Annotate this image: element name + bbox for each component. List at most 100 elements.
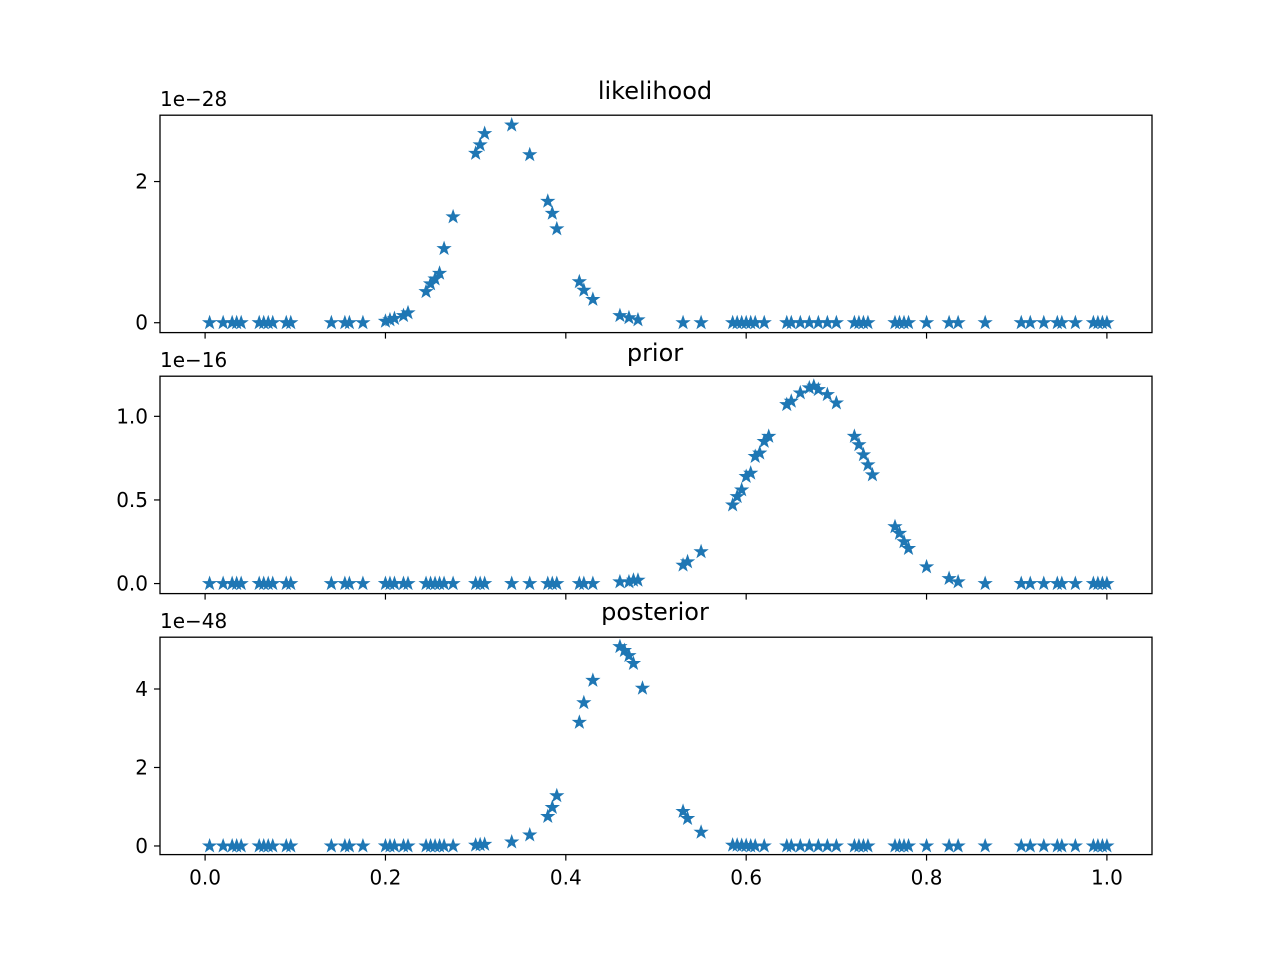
data-point bbox=[622, 310, 636, 324]
y-offset-label: 1e−28 bbox=[160, 87, 227, 111]
data-point bbox=[978, 838, 992, 852]
data-point bbox=[829, 838, 844, 852]
data-point bbox=[757, 315, 771, 329]
data-point bbox=[865, 467, 880, 481]
y-ticks: 02 bbox=[135, 170, 160, 335]
x-tick-label: 0.0 bbox=[189, 866, 221, 890]
x-tick-label: 0.8 bbox=[911, 866, 943, 890]
data-point bbox=[202, 315, 217, 329]
data-point bbox=[757, 838, 771, 852]
y-tick-label: 0.0 bbox=[116, 572, 148, 596]
data-point bbox=[820, 387, 835, 401]
data-point bbox=[505, 576, 519, 590]
data-point bbox=[793, 385, 807, 399]
data-point bbox=[505, 835, 519, 848]
y-offset-label: 1e−48 bbox=[160, 609, 227, 633]
x-tick-label: 0.2 bbox=[370, 866, 402, 890]
data-point bbox=[725, 497, 740, 511]
data-point bbox=[324, 315, 339, 329]
data-point bbox=[446, 209, 460, 223]
data-point bbox=[523, 827, 537, 841]
data-point bbox=[550, 221, 564, 235]
y-tick-label: 0 bbox=[135, 311, 148, 335]
x-ticks: 0.0 0.2 0.4 0.6 0.8 1.0 bbox=[189, 854, 1123, 890]
x-ticks bbox=[204, 332, 1108, 339]
data-point bbox=[676, 315, 690, 329]
data-points bbox=[202, 379, 1114, 590]
y-tick-label: 1.0 bbox=[116, 404, 148, 428]
axes-frame bbox=[159, 375, 1153, 595]
data-point bbox=[324, 576, 339, 590]
data-point bbox=[829, 395, 844, 409]
data-point bbox=[1023, 315, 1037, 329]
data-point bbox=[1068, 576, 1083, 590]
data-point bbox=[202, 576, 217, 590]
data-point bbox=[1023, 576, 1037, 590]
data-point bbox=[437, 241, 451, 255]
subplot-title: likelihood bbox=[598, 77, 712, 105]
data-point bbox=[202, 838, 217, 852]
data-point bbox=[586, 292, 600, 306]
data-point bbox=[541, 809, 555, 823]
axes-frame bbox=[159, 114, 1153, 334]
data-points bbox=[202, 118, 1114, 329]
data-point bbox=[446, 838, 460, 852]
axes-frame bbox=[159, 636, 1153, 856]
y-tick-label: 0.5 bbox=[116, 488, 148, 512]
data-point bbox=[572, 715, 587, 729]
y-tick-label: 2 bbox=[135, 755, 148, 779]
data-point bbox=[919, 315, 934, 329]
data-point bbox=[550, 788, 564, 802]
x-tick-label: 0.4 bbox=[550, 866, 582, 890]
x-ticks bbox=[204, 593, 1108, 600]
data-points bbox=[202, 639, 1114, 852]
subplot-likelihood: likelihood 1e−28 02 bbox=[135, 77, 1153, 339]
data-point bbox=[1023, 838, 1037, 852]
data-point bbox=[446, 576, 460, 590]
y-ticks: 0.0 0.5 1.0 bbox=[116, 404, 160, 596]
data-point bbox=[694, 544, 708, 558]
data-point bbox=[586, 576, 600, 590]
data-point bbox=[577, 283, 591, 297]
data-point bbox=[1037, 315, 1051, 329]
data-point bbox=[919, 559, 934, 573]
data-point bbox=[631, 312, 645, 326]
y-tick-label: 0 bbox=[135, 834, 148, 858]
data-point bbox=[942, 571, 956, 585]
data-point bbox=[541, 194, 555, 208]
data-point bbox=[829, 315, 844, 329]
data-point bbox=[694, 825, 708, 838]
data-point bbox=[951, 315, 965, 329]
data-point bbox=[1068, 315, 1083, 329]
data-point bbox=[1037, 576, 1051, 590]
subplot-posterior: posterior 1e−48 0.0 0.2 0.4 0.6 0.8 1.0 0 2 4 bbox=[135, 598, 1153, 890]
data-point bbox=[356, 838, 370, 852]
data-point bbox=[356, 576, 370, 590]
data-point bbox=[919, 838, 934, 852]
data-point bbox=[613, 308, 627, 322]
subplot-title: posterior bbox=[601, 598, 709, 626]
data-point bbox=[1037, 838, 1051, 852]
data-point bbox=[1068, 838, 1083, 852]
data-point bbox=[586, 673, 600, 687]
data-point bbox=[635, 681, 650, 694]
data-point bbox=[545, 206, 559, 220]
y-offset-label: 1e−16 bbox=[160, 348, 227, 372]
data-point bbox=[694, 315, 708, 329]
data-point bbox=[978, 576, 992, 590]
x-tick-label: 0.6 bbox=[730, 866, 762, 890]
data-point bbox=[324, 838, 339, 852]
data-point bbox=[356, 315, 370, 329]
data-point bbox=[477, 126, 492, 140]
data-point bbox=[978, 315, 992, 329]
data-point bbox=[505, 118, 519, 131]
x-tick-label: 1.0 bbox=[1091, 866, 1123, 890]
data-point bbox=[951, 838, 965, 852]
y-tick-label: 4 bbox=[135, 677, 148, 701]
data-point bbox=[523, 147, 537, 161]
subplot-prior: prior 1e−16 0.0 0.5 1.0 bbox=[116, 339, 1153, 600]
data-point bbox=[577, 695, 591, 709]
y-tick-label: 2 bbox=[135, 170, 148, 194]
data-point bbox=[523, 576, 537, 590]
